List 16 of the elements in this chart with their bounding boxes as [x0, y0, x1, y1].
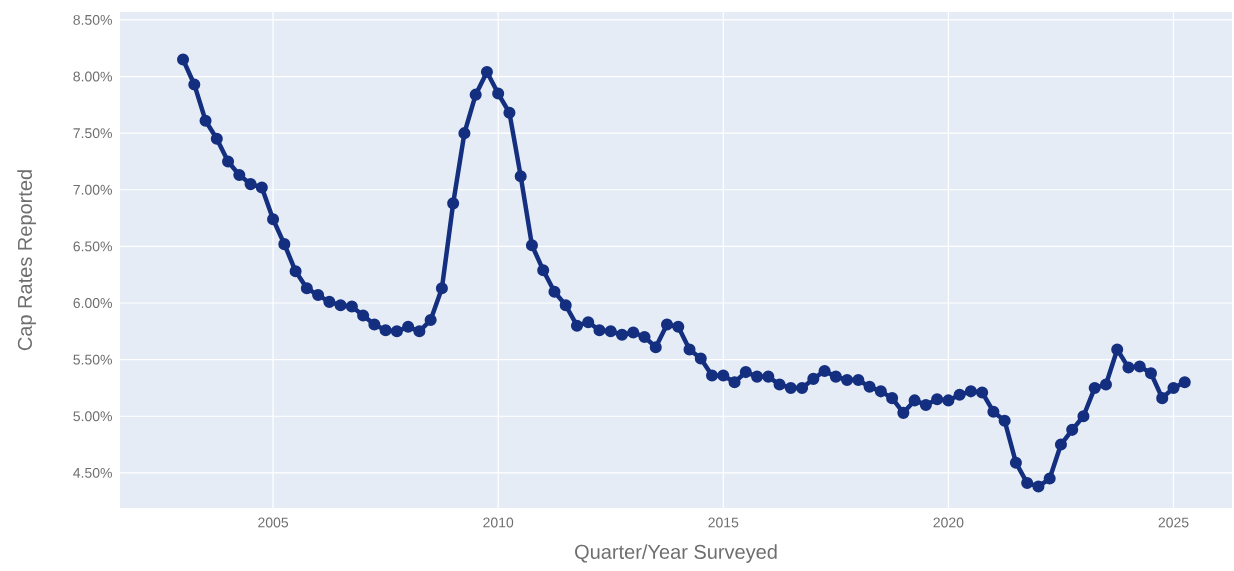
y-tick-label: 6.50%: [73, 241, 112, 252]
y-tick-label: 8.00%: [73, 71, 112, 82]
y-tick-label: 6.00%: [73, 298, 112, 308]
y-tick-label: 8.50%: [73, 14, 112, 25]
y-tick-label: 4.50%: [73, 467, 112, 478]
y-tick-label: 7.00%: [73, 184, 112, 195]
x-tick-label: 2020: [933, 517, 964, 528]
x-tick-label: 2025: [1158, 517, 1189, 528]
y-tick-label: 5.00%: [73, 411, 112, 422]
y-tick-label: 5.50%: [73, 354, 112, 365]
x-tick-label: 2005: [258, 517, 289, 528]
x-tick-label: 2015: [708, 517, 739, 528]
x-axis-title: Quarter/Year Surveyed: [575, 544, 777, 563]
y-axis-title: Cap Rates Reported: [17, 170, 36, 351]
y-tick-label: 7.50%: [73, 128, 112, 139]
x-tick-label: 2010: [483, 517, 514, 528]
